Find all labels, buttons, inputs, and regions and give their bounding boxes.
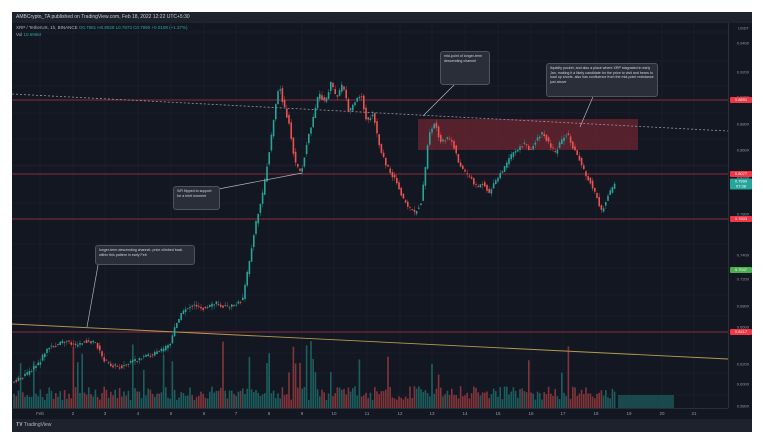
legend-vol-value: 10.696M — [23, 32, 42, 37]
callout-pointer-channel — [86, 253, 101, 328]
chart-frame: AMBCrypto_TA published on TradingView.co… — [12, 12, 752, 432]
bar-countdown: 07:38 — [735, 183, 746, 188]
time-tick: 20 — [659, 411, 665, 416]
time-tick: 7 — [234, 411, 238, 416]
price-label: 0.7047 — [730, 267, 752, 273]
callout-pointer-srflip — [207, 172, 303, 192]
time-tick: 14 — [462, 411, 468, 416]
price-chart[interactable] — [12, 23, 729, 408]
currency-label: USDT — [738, 25, 749, 31]
price-label: 0.6417 — [730, 329, 752, 335]
price-tick: 0.6800 — [736, 303, 749, 309]
legend-vol-label: Vol — [16, 32, 23, 37]
time-tick: 10 — [331, 411, 337, 416]
legend-volume-row: Vol 10.696M — [16, 31, 187, 38]
price-tick: 0.6600 — [736, 324, 749, 330]
time-tick: 18 — [593, 411, 599, 416]
price-label-value: 0.8891 — [734, 97, 748, 102]
channel-lower-line — [12, 323, 729, 360]
price-tick: 0.8200 — [736, 174, 749, 180]
price-tick: 0.7200 — [736, 276, 749, 282]
time-tick: 9 — [300, 411, 304, 416]
price-label-value: 0.6417 — [734, 329, 748, 334]
time-tick: 15 — [495, 411, 501, 416]
time-tick: 17 — [560, 411, 566, 416]
time-tick: 11 — [364, 411, 370, 416]
price-label: 0.7990 07:38 — [730, 178, 752, 190]
time-tick: 19 — [626, 411, 632, 416]
time-tick: 12 — [397, 411, 403, 416]
price-tick: 0.9400 — [736, 40, 749, 46]
price-tick: 0.7400 — [736, 252, 749, 258]
volume-bars — [13, 341, 674, 408]
time-tick: 21 — [691, 411, 697, 416]
brand-label: TradingView — [23, 422, 52, 428]
time-axis[interactable]: Feb 2 3 4 5 6 7 8 9 10 11 12 13 14 15 16 17 18 19 20 21 — [12, 408, 728, 420]
time-tick: 4 — [136, 411, 140, 416]
time-tick: 3 — [103, 411, 107, 416]
price-tick: 0.6000 — [736, 381, 749, 387]
chart-legend: XRP / TetherUS, 1h, BINANCE O0.7881 H0.8… — [16, 24, 187, 38]
channel-midpoint-line — [12, 93, 729, 132]
time-tick: 8 — [267, 411, 271, 416]
price-tick: 0.5800 — [736, 403, 749, 409]
legend-symbol[interactable]: XRP / TetherUS, 1h, BINANCE — [16, 25, 78, 30]
time-tick: 6 — [202, 411, 206, 416]
price-label: 0.7603 — [730, 216, 752, 222]
annotation-longer-term-channel[interactable]: longer-term descending channel- price cl… — [95, 245, 195, 265]
time-tick: 16 — [528, 411, 534, 416]
price-tick: 0.8600 — [736, 147, 749, 153]
time-tick: 2 — [71, 411, 75, 416]
price-axis[interactable]: USDT 0.94000.92000.90000.88000.86000.840… — [728, 23, 752, 409]
published-bar: AMBCrypto_TA published on TradingView.co… — [12, 12, 752, 23]
price-tick: 0.7800 — [736, 211, 749, 217]
chart-plot-area[interactable]: mid-point of longer-term descending chan… — [12, 23, 729, 408]
price-tick: 0.9200 — [736, 69, 749, 75]
price-label-value: 0.8077 — [734, 171, 748, 176]
price-label: 0.8891 — [730, 97, 752, 103]
legend-ohlc: O0.7881 H0.8029 L0.7873 C0.7990 +0.0108 … — [78, 25, 188, 30]
price-label-value: 0.7990 — [734, 178, 748, 184]
annotation-liquidity-pocket[interactable]: liquidity pocket, and also a place where… — [546, 63, 658, 97]
time-tick: Feb — [36, 411, 44, 416]
price-tick: 0.6200 — [736, 361, 749, 367]
legend-symbol-row: XRP / TetherUS, 1h, BINANCE O0.7881 H0.8… — [16, 24, 187, 31]
footer-bar: 𝐓𝐕 TradingView — [12, 419, 752, 432]
price-label: 0.8077 — [730, 171, 752, 177]
candlesticks — [13, 81, 616, 384]
liquidity-zone — [418, 119, 638, 150]
annotation-sr-flipped[interactable]: S/R flipped to support for a brief momen… — [173, 186, 220, 210]
annotation-midpoint[interactable]: mid-point of longer-term descending chan… — [440, 51, 490, 85]
price-label-value: 0.7603 — [734, 216, 748, 221]
price-label-value: 0.7047 — [734, 267, 748, 272]
time-tick: 5 — [169, 411, 173, 416]
tradingview-logo[interactable]: 𝐓𝐕 TradingView — [16, 422, 52, 428]
price-tick: 0.8800 — [736, 121, 749, 127]
time-tick: 13 — [429, 411, 435, 416]
